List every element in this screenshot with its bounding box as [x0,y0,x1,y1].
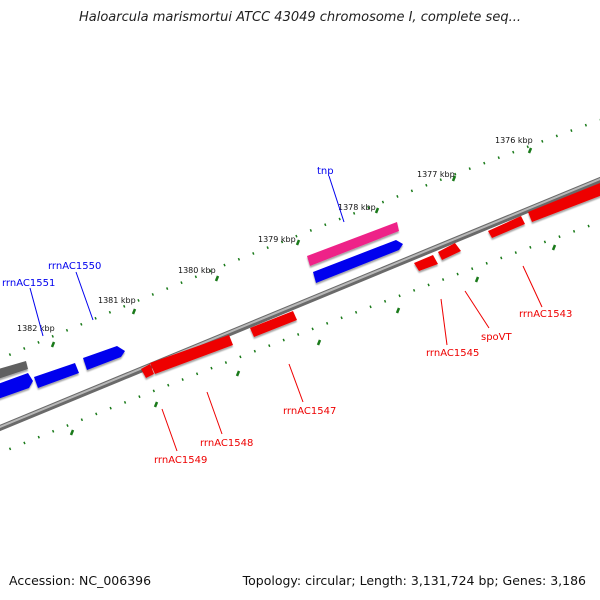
chromosome-backbone [0,176,600,432]
label-rrnAC1545: rrnAC1545 [426,348,479,359]
gene-tnp[interactable] [307,222,399,266]
kbp-label-1378: 1378 kbp [338,203,376,212]
reverse-tick-ring [0,220,600,455]
label-rrnAC1543: rrnAC1543 [519,309,572,320]
gene-rrnAC1549[interactable] [141,364,154,378]
kbp-label-1376: 1376 kbp [495,136,533,145]
gene-rrnAC1543[interactable] [528,183,600,222]
gene-rrnAC1550[interactable] [83,346,125,370]
kbp-label-1381: 1381 kbp [98,296,136,305]
backbone-highlight [0,177,600,429]
topology-label: Topology: circular; Length: 3,131,724 bp… [242,573,586,588]
gene-other-left[interactable] [0,361,28,380]
reverse-genes [141,183,600,378]
gene-rrnAC1547[interactable] [250,311,297,337]
gene-forward-left[interactable] [0,373,33,400]
kbp-label-1382: 1382 kbp [17,324,55,333]
label-rrnAC1548: rrnAC1548 [200,438,253,449]
gene-rrnAC1545[interactable] [414,255,438,271]
forward-genes [0,222,403,400]
accession-label: Accession: NC_006396 [9,573,152,588]
gene-rrnAC1551[interactable] [34,363,79,388]
gene-spoVT[interactable] [438,243,461,260]
label-tnp: tnp [317,166,334,177]
kbp-label-1377: 1377 kbp [417,170,455,179]
label-spoVT: spoVT [481,332,513,343]
label-rrnAC1549: rrnAC1549 [154,455,207,466]
label-rrnAC1550: rrnAC1550 [48,261,101,272]
kbp-label-1380: 1380 kbp [178,266,216,275]
label-rrnAC1547: rrnAC1547 [283,406,336,417]
label-rrnAC1551: rrnAC1551 [2,278,55,289]
kbp-label-1379: 1379 kbp [258,235,296,244]
label-connectors [29,175,543,452]
gene-rrnAC1548[interactable] [150,335,233,374]
forward-tick-ring [0,118,600,361]
map-title: Haloarcula marismortui ATCC 43049 chromo… [79,10,521,25]
gene-forward-1[interactable] [313,240,403,283]
gene-reverse-b[interactable] [488,216,525,238]
major-ticks [50,147,557,436]
